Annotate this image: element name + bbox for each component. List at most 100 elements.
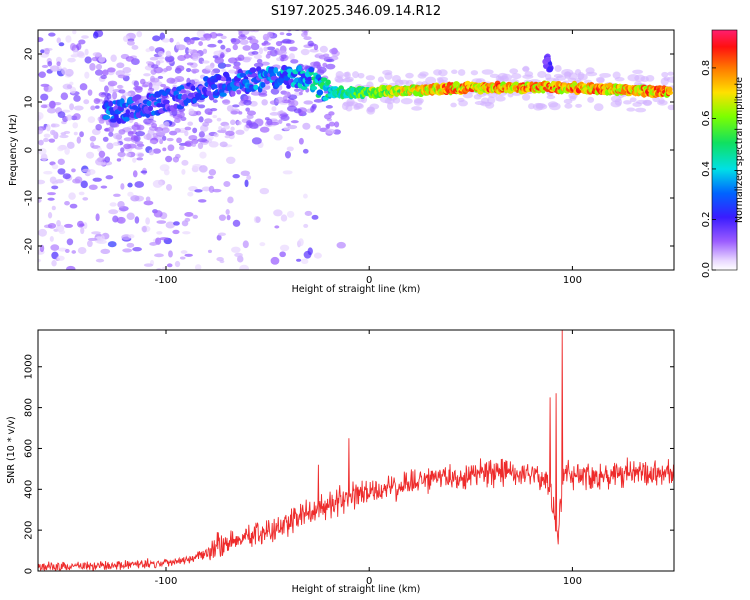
spectrogram-y-ticks: -20 -10 0 10 20 <box>24 48 674 254</box>
heatmap-cell <box>302 148 309 154</box>
heatmap-cell <box>273 209 283 217</box>
heatmap-cell <box>72 122 79 129</box>
heatmap-cell <box>49 176 57 184</box>
heatmap-cell <box>328 121 335 127</box>
x-tick-label: -100 <box>155 275 178 286</box>
heatmap-cell <box>532 102 544 111</box>
heatmap-cell <box>174 127 181 133</box>
heatmap-cell <box>134 94 142 100</box>
y-tick-label: 20 <box>24 48 35 61</box>
y-tick-label: -20 <box>24 238 35 254</box>
heatmap-cell <box>47 212 53 219</box>
heatmap-cell <box>286 84 291 89</box>
heatmap-cell <box>198 116 204 123</box>
heatmap-cell <box>197 138 208 143</box>
heatmap-cell <box>485 101 495 109</box>
heatmap-cell <box>117 74 126 79</box>
heatmap-cell <box>143 263 154 267</box>
heatmap-cell <box>143 200 154 206</box>
heatmap-cell <box>156 220 167 224</box>
heatmap-cell <box>213 133 219 138</box>
heatmap-cell <box>256 58 263 64</box>
snr-y-ticks: 0 200 400 600 800 1000 <box>24 354 674 574</box>
heatmap-cell <box>544 56 551 63</box>
heatmap-cell <box>77 220 84 228</box>
heatmap-cell <box>242 45 251 51</box>
heatmap-cell <box>322 62 328 68</box>
heatmap-cell <box>57 247 68 252</box>
heatmap-cell <box>251 51 259 55</box>
heatmap-cell <box>450 102 457 108</box>
heatmap-cell <box>130 195 140 202</box>
heatmap-cell <box>232 219 241 227</box>
colorbar-tick-label: 0.2 <box>701 212 712 228</box>
heatmap-cell <box>150 64 159 69</box>
heatmap-cell <box>343 101 354 107</box>
heatmap-cell <box>177 55 187 62</box>
heatmap-cell <box>92 52 102 57</box>
heatmap-cell <box>236 89 242 95</box>
heatmap-cell <box>90 105 96 111</box>
heatmap-cell <box>273 134 283 141</box>
heatmap-cell <box>230 110 239 115</box>
heatmap-cell <box>325 128 336 134</box>
heatmap-cell <box>91 56 99 62</box>
heatmap-cell <box>253 54 263 60</box>
heatmap-cell <box>226 105 234 112</box>
heatmap-cell <box>162 147 167 152</box>
heatmap-cell <box>194 264 202 270</box>
heatmap-cell <box>96 162 106 166</box>
heatmap-cell <box>236 120 242 126</box>
heatmap-cell <box>307 40 314 47</box>
heatmap-cell <box>192 57 199 61</box>
heatmap-cell <box>280 214 288 222</box>
heatmap-cell <box>48 100 56 109</box>
heatmap-cell <box>57 145 65 152</box>
heatmap-cell <box>110 54 117 62</box>
heatmap-cell <box>202 48 208 54</box>
heatmap-cell <box>87 89 93 96</box>
heatmap-cell <box>315 125 321 130</box>
heatmap-cell <box>198 41 203 46</box>
heatmap-cell <box>237 54 245 62</box>
heatmap-cell <box>126 212 135 221</box>
heatmap-cell <box>89 135 97 142</box>
heatmap-cell <box>210 107 218 112</box>
heatmap-cell <box>150 77 160 83</box>
x-tick-label: -100 <box>155 576 178 587</box>
heatmap-cell <box>298 238 304 247</box>
heatmap-cell <box>83 222 88 229</box>
heatmap-cell <box>470 70 479 76</box>
heatmap-cell <box>225 47 232 53</box>
heatmap-cell <box>139 78 146 85</box>
heatmap-cell <box>214 57 224 64</box>
y-tick-label: 1000 <box>24 354 35 379</box>
heatmap-cell <box>313 61 321 69</box>
heatmap-cell <box>86 151 95 159</box>
heatmap-cell <box>38 112 44 120</box>
heatmap-cell <box>56 61 61 67</box>
heatmap-cell <box>74 176 83 184</box>
heatmap-cell <box>223 180 231 187</box>
heatmap-cell <box>205 34 212 41</box>
chart-title: S197.2025.346.09.14.R12 <box>271 4 441 19</box>
heatmap-cell <box>38 37 44 43</box>
heatmap-cell <box>89 62 96 71</box>
heatmap-cell <box>266 31 274 38</box>
heatmap-cell <box>251 137 262 145</box>
heatmap-cell <box>626 107 636 112</box>
spectrogram-x-ticks: -100 0 100 <box>155 30 582 286</box>
heatmap-cell <box>127 182 133 188</box>
heatmap-cell <box>40 93 49 101</box>
heatmap-cell <box>107 241 117 248</box>
heatmap-cell <box>100 94 106 98</box>
heatmap-cell <box>125 109 131 115</box>
heatmap-cell <box>243 99 252 106</box>
heatmap-cell <box>157 50 164 57</box>
heatmap-cell <box>599 72 612 78</box>
heatmap-cell <box>62 173 71 180</box>
heatmap-cell <box>261 99 268 106</box>
heatmap-cell <box>64 147 70 155</box>
heatmap-cell <box>95 63 103 70</box>
